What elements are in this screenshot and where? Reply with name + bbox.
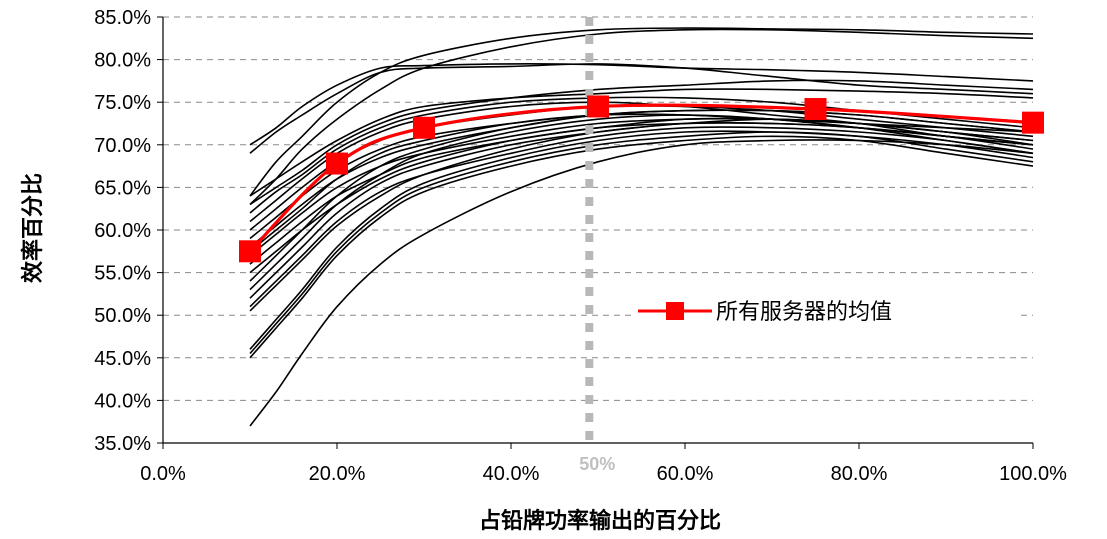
y-tick-label: 60.0% xyxy=(94,220,151,242)
server-curves xyxy=(249,27,1034,427)
server-curve xyxy=(249,109,1034,282)
x-tick-label: 20.0% xyxy=(309,463,366,485)
server-curve xyxy=(249,28,1034,205)
y-tick-label: 50.0% xyxy=(94,305,151,327)
y-tick-label: 75.0% xyxy=(94,92,151,114)
x-tick-labels: 0.0% 20.0% 40.0% 60.0% 80.0% 100.0% xyxy=(140,443,1067,485)
y-tick-label: 40.0% xyxy=(94,390,151,412)
reference-line-label: 50% xyxy=(579,454,615,474)
average-point xyxy=(804,98,827,121)
server-curve xyxy=(249,113,1034,252)
average-point xyxy=(326,152,348,175)
x-axis-title: 占铅牌功率输出的百分比 xyxy=(479,508,721,534)
x-tick-label: 40.0% xyxy=(483,463,540,485)
average-point xyxy=(587,95,609,118)
server-curve xyxy=(249,79,1034,206)
server-curve xyxy=(249,63,1034,154)
x-tick-label: 100.0% xyxy=(999,463,1067,485)
y-tick-label: 65.0% xyxy=(94,177,151,199)
y-axis-title: 效率百分比 xyxy=(20,173,46,283)
y-tick-label: 70.0% xyxy=(94,135,151,157)
reference-line-50-percent: 50% xyxy=(579,17,615,474)
average-series xyxy=(239,95,1044,263)
server-curve xyxy=(249,126,1034,308)
average-point xyxy=(239,240,261,263)
y-tick-label: 55.0% xyxy=(94,263,151,285)
x-tick-label: 60.0% xyxy=(657,463,714,485)
legend-marker xyxy=(666,302,684,320)
legend: 所有服务器的均值 xyxy=(632,292,1016,330)
average-point xyxy=(413,116,435,139)
server-curve xyxy=(249,88,1034,197)
y-tick-label: 35.0% xyxy=(94,433,151,455)
y-tick-label: 45.0% xyxy=(94,348,151,370)
y-tick-labels: 35.0% 40.0% 45.0% 50.0% 55.0% 60.0% 65.0% 70.0%… xyxy=(94,7,163,455)
y-tick-label: 80.0% xyxy=(94,50,151,72)
server-curve xyxy=(249,131,1034,355)
server-curve xyxy=(249,27,1034,197)
average-point xyxy=(1022,111,1044,134)
y-tick-label: 85.0% xyxy=(94,7,151,29)
server-curve xyxy=(249,114,1034,291)
x-tick-label: 0.0% xyxy=(140,463,186,485)
x-tick-label: 80.0% xyxy=(831,463,888,485)
server-curve xyxy=(249,63,1034,146)
server-curve xyxy=(249,139,1034,427)
legend-label: 所有服务器的均值 xyxy=(716,300,892,325)
